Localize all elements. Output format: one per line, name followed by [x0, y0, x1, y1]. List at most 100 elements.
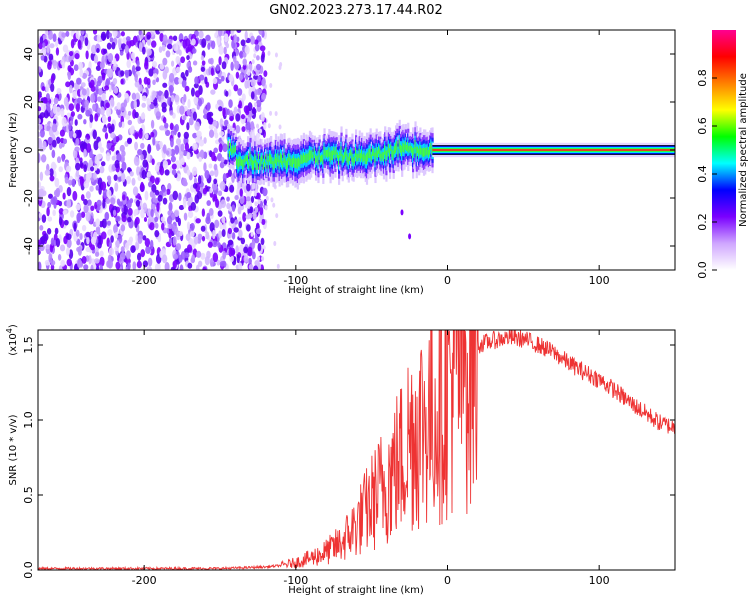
- heatmap-cell: [114, 231, 119, 239]
- heatmap-cell: [90, 236, 97, 245]
- heatmap-cell: [259, 162, 262, 170]
- heatmap-cell: [235, 71, 240, 79]
- heatmap-cell: [201, 60, 206, 66]
- heatmap-cell: [170, 137, 174, 148]
- heatmap-cell: [74, 53, 80, 60]
- heatmap-cell: [300, 154, 303, 164]
- heatmap-cell: [154, 177, 160, 185]
- heatmap-cell: [141, 169, 147, 180]
- heatmap-cell: [83, 180, 90, 189]
- heatmap-cell: [236, 254, 240, 264]
- heatmap-cell: [217, 30, 223, 37]
- heatmap-cell: [142, 260, 149, 268]
- heatmap-cell: [198, 30, 204, 39]
- heatmap-cell: [269, 110, 273, 116]
- heatmap-cell: [239, 194, 245, 205]
- heatmap-cell: [38, 66, 42, 73]
- heatmap-cell: [49, 43, 55, 49]
- heatmap-cell: [150, 40, 157, 48]
- heatmap-cell: [58, 208, 64, 215]
- heatmap-cell: [101, 231, 107, 240]
- heatmap-cell: [243, 255, 249, 263]
- heatmap-cell: [235, 113, 241, 122]
- heatmap-cell: [414, 139, 417, 150]
- bottom-x-tick-label: 100: [589, 574, 610, 587]
- heatmap-cell: [171, 168, 177, 176]
- heatmap-cell: [186, 151, 191, 160]
- heatmap-cell: [345, 147, 348, 157]
- heatmap-cell: [180, 56, 186, 64]
- heatmap-cell: [246, 183, 251, 192]
- heatmap-cell: [216, 99, 223, 106]
- heatmap-cell: [150, 119, 155, 129]
- heatmap-cell: [137, 234, 143, 244]
- heatmap-cell: [75, 203, 82, 211]
- heatmap-cell: [187, 200, 191, 207]
- heatmap-cell: [419, 145, 422, 155]
- heatmap-cell: [69, 210, 75, 218]
- heatmap-cell: [76, 238, 81, 246]
- heatmap-cell: [425, 147, 428, 156]
- heatmap-cell: [92, 30, 98, 35]
- heatmap-cell: [306, 154, 309, 163]
- heatmap-cell: [88, 171, 92, 179]
- heatmap-cell: [110, 235, 114, 243]
- heatmap-cell: [233, 84, 239, 92]
- heatmap-cell: [373, 149, 376, 157]
- heatmap-cell: [238, 100, 243, 109]
- heatmap-cell: [134, 73, 138, 83]
- heatmap-cell: [98, 234, 102, 245]
- heatmap-cell: [40, 103, 47, 112]
- heatmap-cell: [211, 151, 216, 162]
- heatmap-cell: [375, 147, 378, 157]
- heatmap-cell: [273, 158, 276, 169]
- heatmap-cell: [126, 216, 132, 223]
- heatmap-cell: [200, 55, 205, 61]
- heatmap-cell: [413, 147, 416, 155]
- heatmap-cell: [106, 220, 112, 226]
- top-x-tick-label: -200: [132, 274, 157, 287]
- heatmap-cell: [250, 120, 255, 131]
- heatmap-cell: [63, 96, 69, 107]
- heatmap-cell: [89, 166, 95, 172]
- heatmap-cell: [140, 249, 146, 258]
- heatmap-cell: [192, 60, 198, 66]
- heatmap-cell: [188, 66, 193, 73]
- heatmap-cell: [90, 205, 95, 212]
- heatmap-cell: [165, 129, 171, 137]
- heatmap-cell: [51, 139, 57, 148]
- heatmap-cell: [164, 262, 170, 270]
- snr-frame: [37, 329, 676, 571]
- heatmap-cell: [251, 251, 256, 260]
- heatmap-cell: [324, 150, 327, 158]
- heatmap-cell: [217, 210, 223, 217]
- heatmap-cell: [385, 150, 388, 162]
- heatmap-cell: [210, 67, 215, 76]
- heatmap-cell: [256, 55, 260, 61]
- heatmap-cell: [85, 191, 91, 199]
- heatmap-cell: [47, 201, 52, 209]
- heatmap-cell: [254, 44, 260, 52]
- heatmap-cell: [293, 155, 296, 165]
- heatmap-cell: [245, 73, 249, 81]
- heatmap-cell: [223, 221, 227, 231]
- heatmap-cell: [38, 181, 42, 188]
- heatmap-cell: [147, 143, 152, 154]
- heatmap-cell: [175, 66, 181, 73]
- heatmap-cell: [323, 146, 326, 156]
- heatmap-cell: [168, 72, 175, 83]
- heatmap-cell: [261, 155, 264, 162]
- heatmap-outlier: [408, 233, 412, 240]
- heatmap-cell: [368, 149, 371, 158]
- heatmap-cell: [415, 146, 418, 158]
- heatmap-cell: [216, 36, 221, 46]
- heatmap-cell: [319, 155, 322, 163]
- heatmap-cell: [260, 53, 265, 63]
- heatmap-cell: [50, 75, 55, 84]
- heatmap-cell: [75, 162, 81, 171]
- heatmap-cell: [193, 96, 199, 104]
- heatmap-cell: [212, 229, 216, 240]
- heatmap-cell: [75, 169, 80, 178]
- heatmap-cell: [144, 190, 149, 201]
- heatmap-cell: [348, 152, 352, 162]
